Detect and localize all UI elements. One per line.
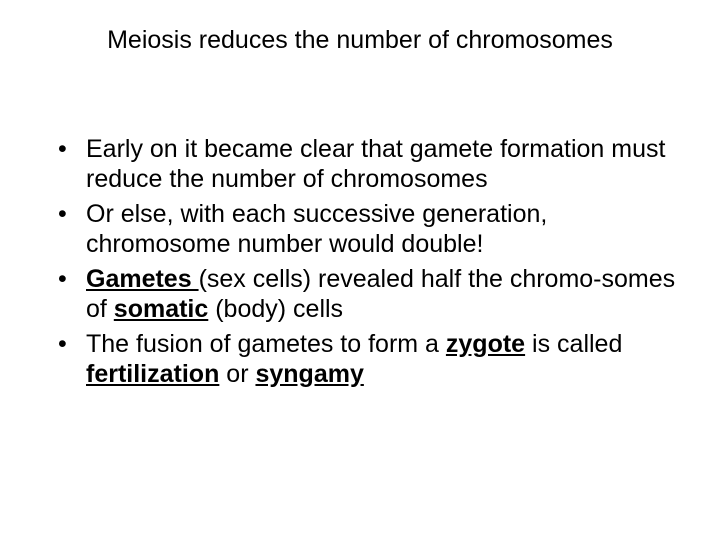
list-item: The fusion of gametes to form a zygote i… — [52, 330, 680, 389]
term-zygote: zygote — [446, 330, 525, 358]
term-somatic: somatic — [114, 295, 208, 323]
bullet-text: is called — [525, 330, 622, 358]
list-item: Early on it became clear that gamete for… — [52, 135, 680, 194]
bullet-text: or — [219, 360, 255, 388]
list-item: Gametes (sex cells) revealed half the ch… — [52, 265, 680, 324]
bullet-text: Early on it became clear that gamete for… — [86, 135, 665, 193]
slide-content: Early on it became clear that gamete for… — [40, 135, 680, 389]
bullet-text: The fusion of gametes to form a — [86, 330, 446, 358]
bullet-text: Or else, with each successive generation… — [86, 200, 547, 258]
term-syngamy: syngamy — [255, 360, 363, 388]
bullet-list: Early on it became clear that gamete for… — [52, 135, 680, 389]
slide: Meiosis reduces the number of chromosome… — [0, 0, 720, 540]
term-gametes: Gametes — [86, 265, 199, 293]
term-fertilization: fertilization — [86, 360, 219, 388]
bullet-text: (body) cells — [208, 295, 343, 323]
list-item: Or else, with each successive generation… — [52, 200, 680, 259]
slide-title: Meiosis reduces the number of chromosome… — [40, 26, 680, 55]
